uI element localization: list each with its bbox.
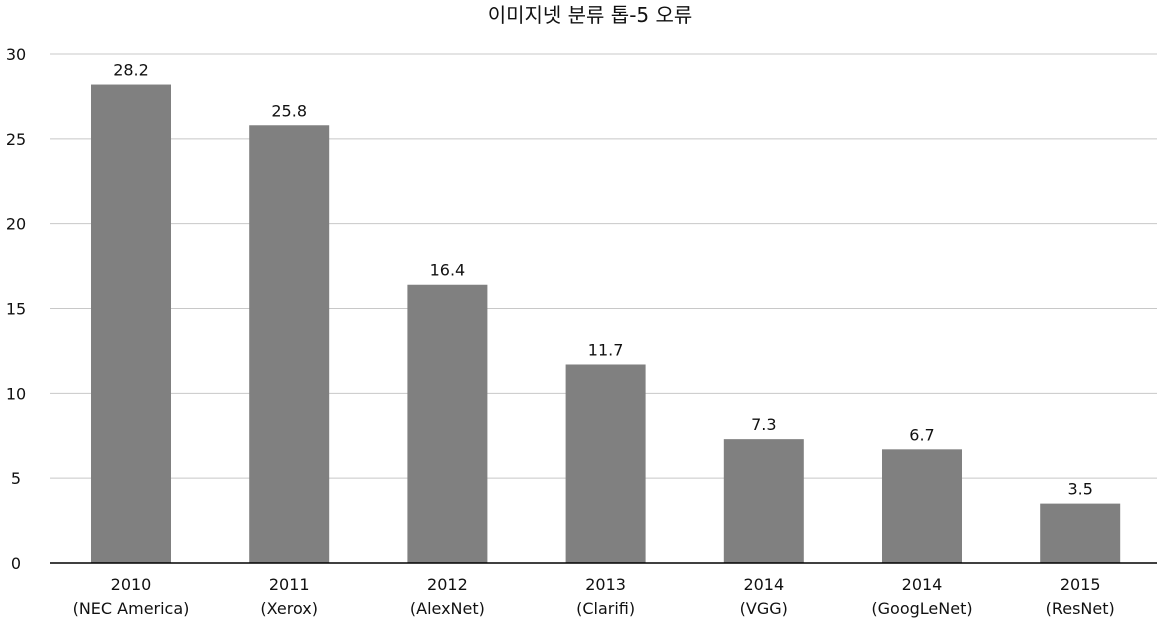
x-tick-year: 2014	[743, 575, 784, 594]
bar	[91, 84, 171, 563]
x-tick-model: (ResNet)	[1046, 599, 1115, 618]
bar	[407, 284, 488, 563]
x-axis-ticks: 2010 (NEC America) 2011 (Xerox) 2012 (AlexNet…	[73, 575, 1115, 618]
bar	[565, 364, 646, 563]
chart-title: 이미지넷 분류 톱-5 오류	[488, 3, 693, 27]
bar	[249, 125, 330, 563]
x-tick-year: 2011	[269, 575, 310, 594]
bar	[882, 449, 962, 563]
data-label: 3.5	[1067, 480, 1092, 499]
data-label: 11.7	[588, 340, 624, 359]
bar	[1040, 503, 1121, 563]
data-label: 6.7	[909, 425, 934, 444]
y-tick-label: 10	[6, 384, 26, 403]
x-tick-model: (AlexNet)	[410, 599, 485, 618]
x-tick-model: (Xerox)	[260, 599, 318, 618]
x-tick-year: 2015	[1060, 575, 1101, 594]
y-tick-label: 25	[6, 130, 26, 149]
x-tick-model: (GoogLeNet)	[871, 599, 972, 618]
data-label: 7.3	[751, 415, 776, 434]
y-tick-label: 15	[6, 300, 26, 319]
bar	[723, 439, 804, 563]
y-tick-label: 0	[11, 554, 21, 573]
data-label: 28.2	[113, 61, 149, 80]
data-label: 16.4	[430, 261, 466, 280]
x-tick-model: (VGG)	[740, 599, 788, 618]
data-label: 25.8	[271, 101, 307, 120]
x-tick-year: 2014	[902, 575, 943, 594]
x-tick-model: (NEC America)	[73, 599, 190, 618]
y-tick-label: 30	[6, 45, 26, 64]
bars	[91, 84, 1121, 563]
y-axis-ticks: 0 5 10 15 20 25 30	[6, 45, 26, 573]
x-tick-year: 2012	[427, 575, 468, 594]
x-tick-year: 2010	[111, 575, 152, 594]
y-tick-label: 5	[11, 469, 21, 488]
gridlines	[50, 53, 1157, 479]
x-tick-year: 2013	[585, 575, 626, 594]
data-labels: 28.2 25.8 16.4 11.7 7.3 6.7 3.5	[113, 61, 1093, 499]
x-tick-model: (Clarifi)	[576, 599, 635, 618]
y-tick-label: 20	[6, 215, 26, 234]
